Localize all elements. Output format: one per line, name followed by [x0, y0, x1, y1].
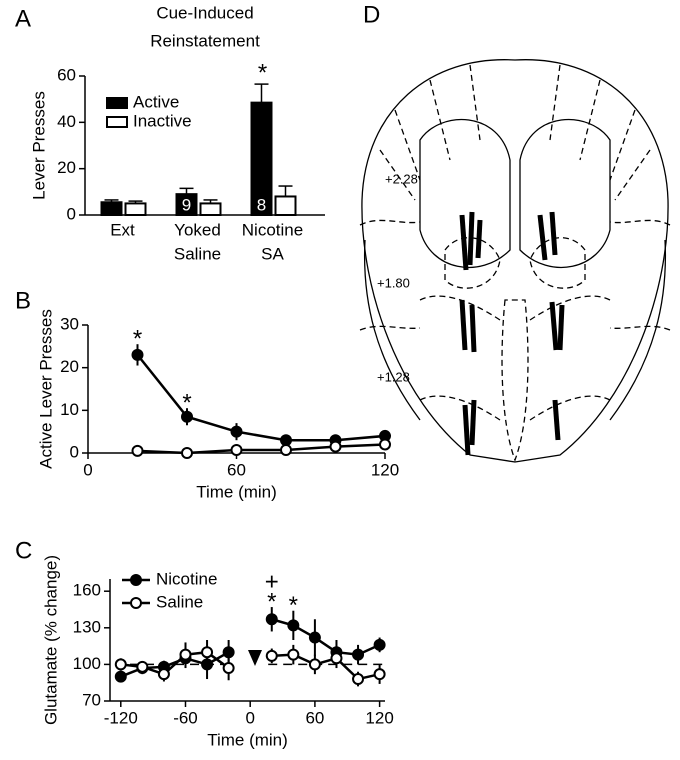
data-point [131, 348, 144, 361]
significance-marker: * [182, 390, 191, 417]
data-point [114, 658, 127, 671]
legend-swatch [106, 97, 128, 109]
series-line [136, 354, 386, 442]
y-axis-label: Glutamate (% change) [41, 555, 60, 725]
legend-swatch [106, 116, 128, 128]
x-axis-label: Time (min) [196, 482, 277, 501]
data-point [373, 638, 386, 651]
data-point [308, 631, 321, 644]
n-label: 8 [257, 195, 266, 214]
y-tick-label: 0 [70, 442, 79, 461]
data-point [280, 434, 292, 447]
y-axis-label: Active Lever Presses [36, 309, 55, 469]
legend-marker [130, 597, 142, 609]
brain-diagram [359, 59, 671, 463]
y-tick-label: 20 [60, 357, 79, 376]
legend-label: Nicotine [156, 569, 217, 588]
y-tick-label: 130 [73, 617, 101, 636]
data-point [330, 652, 343, 665]
y-tick-label: 60 [57, 65, 76, 84]
x-tick-label: 120 [365, 708, 393, 727]
x-tick-label: Ext [110, 220, 135, 239]
data-point [157, 668, 170, 681]
data-point [181, 447, 193, 459]
panel-label: C [15, 537, 32, 564]
infusion-arrowhead [248, 650, 262, 666]
significance-marker: + [265, 568, 279, 595]
x-tick-label: 120 [371, 460, 399, 479]
x-tick-label: Yoked [174, 220, 221, 239]
y-tick-label: 160 [73, 581, 101, 600]
n-label: 9 [182, 195, 191, 214]
x-tick-label: 0 [245, 708, 254, 727]
data-point [379, 438, 391, 451]
data-point [352, 673, 365, 686]
legend-label: Active [133, 92, 179, 111]
data-point [287, 648, 300, 661]
bar [274, 195, 297, 216]
bar [124, 202, 147, 217]
chart-title: Reinstatement [150, 31, 260, 50]
y-tick-label: 20 [57, 158, 76, 177]
bar [100, 201, 123, 216]
bar [175, 193, 198, 216]
x-tick-label: 0 [83, 460, 92, 479]
y-tick-label: 0 [67, 204, 76, 223]
data-point [201, 646, 214, 659]
significance-marker: * [289, 592, 298, 619]
y-tick-label: 100 [73, 654, 101, 673]
data-point [287, 619, 300, 632]
data-point [329, 440, 342, 453]
series-line [137, 443, 386, 455]
data-point [222, 646, 235, 659]
panel-label: D [363, 1, 380, 28]
x-tick-label: Saline [174, 244, 221, 263]
data-point [179, 648, 192, 661]
bar [250, 101, 273, 216]
y-tick-label: 70 [82, 690, 101, 709]
significance-marker: * [267, 588, 276, 615]
data-point [280, 444, 292, 457]
x-tick-label: Nicotine [242, 220, 303, 239]
y-tick-label: 30 [60, 314, 79, 333]
panel-label: B [15, 287, 31, 314]
data-point [373, 668, 386, 681]
legend-marker [130, 574, 142, 586]
data-point [265, 649, 278, 662]
data-point [131, 444, 144, 457]
data-point [222, 662, 235, 675]
data-point [352, 648, 365, 661]
x-axis-label: Time (min) [207, 730, 288, 749]
panel-label: A [15, 5, 31, 32]
legend-label: Inactive [133, 111, 192, 130]
significance-marker: * [258, 59, 267, 86]
significance-marker: * [133, 326, 142, 353]
section-label: +1.28 [377, 369, 410, 384]
section-label: +2.28 [385, 171, 418, 186]
y-tick-label: 10 [60, 400, 79, 419]
chart-title: Cue-Induced [156, 3, 253, 22]
x-tick-label: -60 [173, 708, 198, 727]
section-label: +1.80 [377, 275, 410, 290]
x-tick-label: SA [261, 244, 284, 263]
x-tick-label: -120 [104, 708, 138, 727]
data-point [136, 660, 149, 673]
data-point [114, 670, 127, 683]
data-point [230, 444, 243, 457]
legend-label: Saline [156, 592, 203, 611]
x-tick-label: 60 [305, 708, 324, 727]
y-axis-label: Lever Presses [29, 91, 48, 200]
y-tick-label: 40 [57, 112, 76, 131]
data-point [308, 658, 321, 671]
bar [199, 202, 222, 217]
data-point [181, 410, 193, 423]
x-tick-label: 60 [227, 460, 246, 479]
data-point [265, 613, 278, 626]
data-point [230, 425, 243, 438]
